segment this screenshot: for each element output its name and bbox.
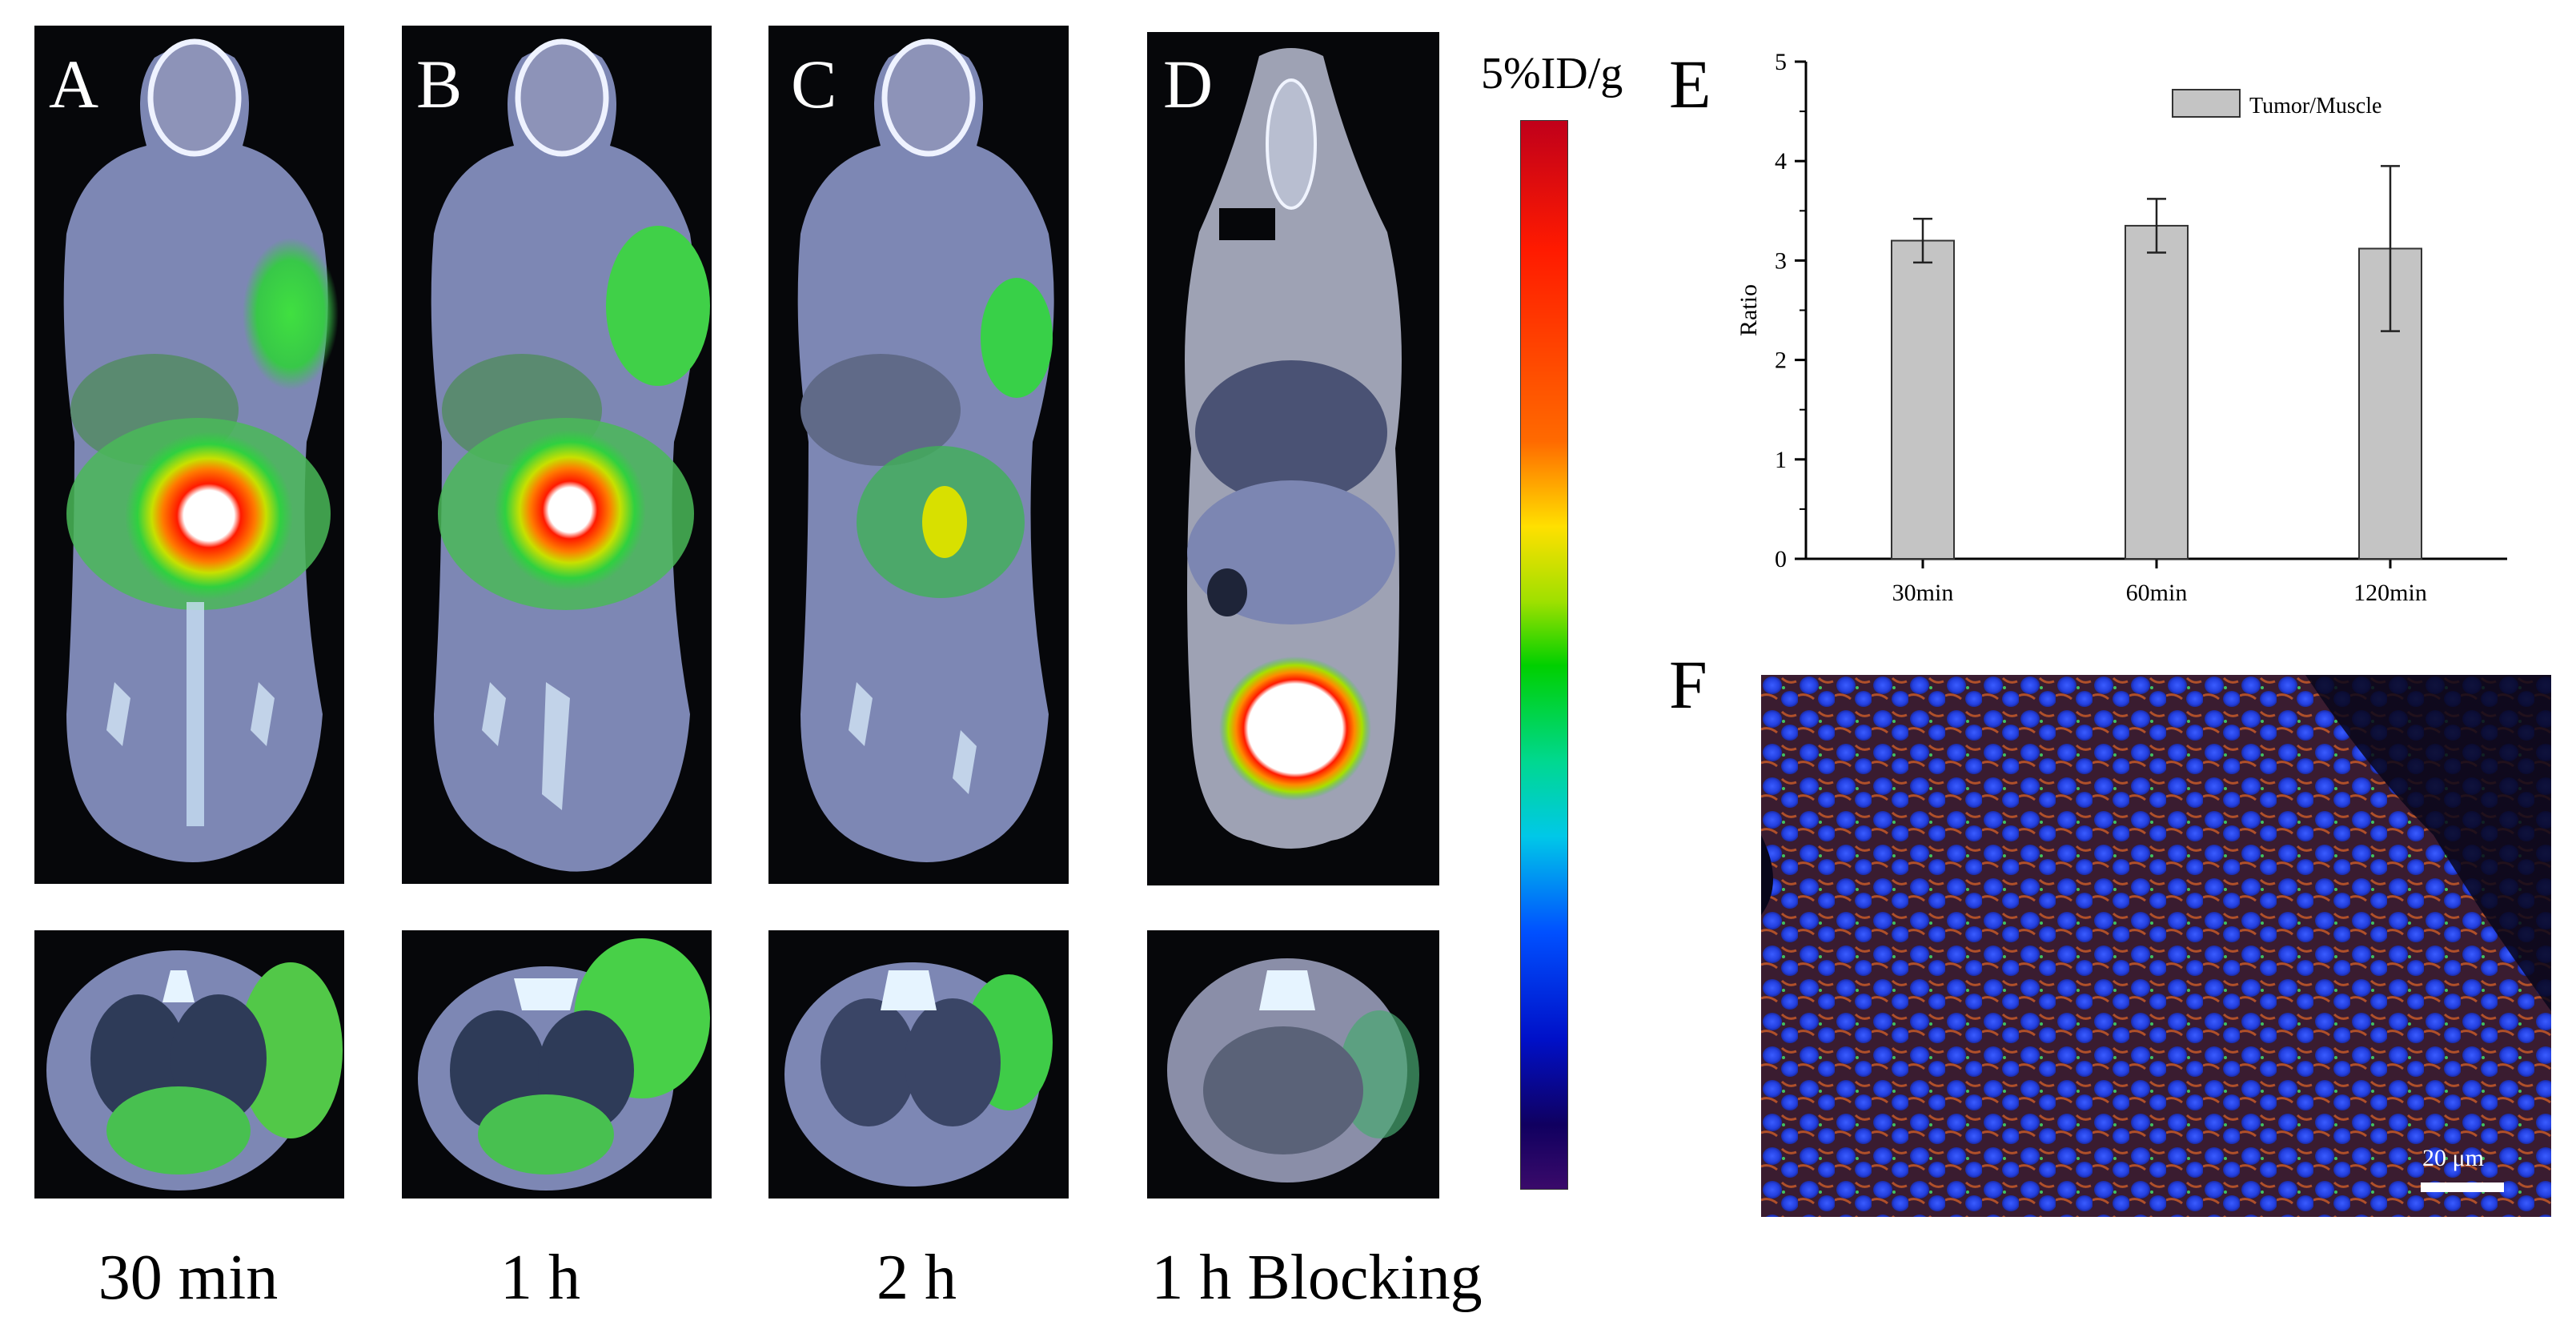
panel-c-letter: C xyxy=(791,46,837,122)
panel-b-letter: B xyxy=(416,46,463,122)
y-tick-label: 4 xyxy=(1775,148,1787,175)
panel-c-coronal-image: C xyxy=(768,26,1069,884)
panel-b-axial-image xyxy=(402,930,712,1199)
panel-d-coronal-image: D xyxy=(1147,32,1439,885)
panel-e-letter: E xyxy=(1669,46,1711,122)
panel-b-caption: 1 h xyxy=(500,1243,580,1313)
x-tick-label: 120min xyxy=(2353,580,2427,606)
y-tick-label: 3 xyxy=(1775,247,1787,274)
panel-a-coronal-image: A xyxy=(34,26,344,884)
x-tick-label: 30min xyxy=(1892,580,1954,606)
colorbar-label: 5%ID/g xyxy=(1481,49,1623,98)
y-tick-label: 5 xyxy=(1775,49,1787,75)
panel-a-caption: 30 min xyxy=(98,1243,279,1313)
panel-d-letter: D xyxy=(1163,46,1214,122)
scale-bar xyxy=(2421,1182,2504,1192)
x-tick-label: 60min xyxy=(2126,580,2188,606)
bar-30min xyxy=(1891,239,1955,560)
colorbar xyxy=(1520,120,1568,1190)
panel-a-axial-image xyxy=(34,930,344,1199)
panel-b-coronal-image: B xyxy=(402,26,712,884)
scale-bar-label: 20 μm xyxy=(2422,1145,2484,1171)
tumor-muscle-ratio-chart: 0 1 2 3 4 5 Ratio 30min 60min 120min Tumor/Muscle xyxy=(1735,49,2507,606)
legend-swatch xyxy=(2172,89,2241,118)
y-axis-label: Ratio xyxy=(1735,284,1762,336)
y-tick-label: 2 xyxy=(1775,347,1787,374)
bar-60min xyxy=(2125,224,2189,560)
y-tick-label: 0 xyxy=(1775,546,1787,572)
panel-c-caption: 2 h xyxy=(877,1243,957,1313)
panel-d-axial-image xyxy=(1147,930,1439,1199)
panel-f-letter: F xyxy=(1669,646,1707,723)
panel-c-axial-image xyxy=(768,930,1069,1199)
panel-f-microscopy-image xyxy=(1761,675,2551,1217)
legend-label: Tumor/Muscle xyxy=(2249,94,2381,118)
y-tick-label: 1 xyxy=(1775,447,1787,473)
panel-a-letter: A xyxy=(49,46,99,122)
panel-d-caption: 1 h Blocking xyxy=(1151,1243,1483,1313)
